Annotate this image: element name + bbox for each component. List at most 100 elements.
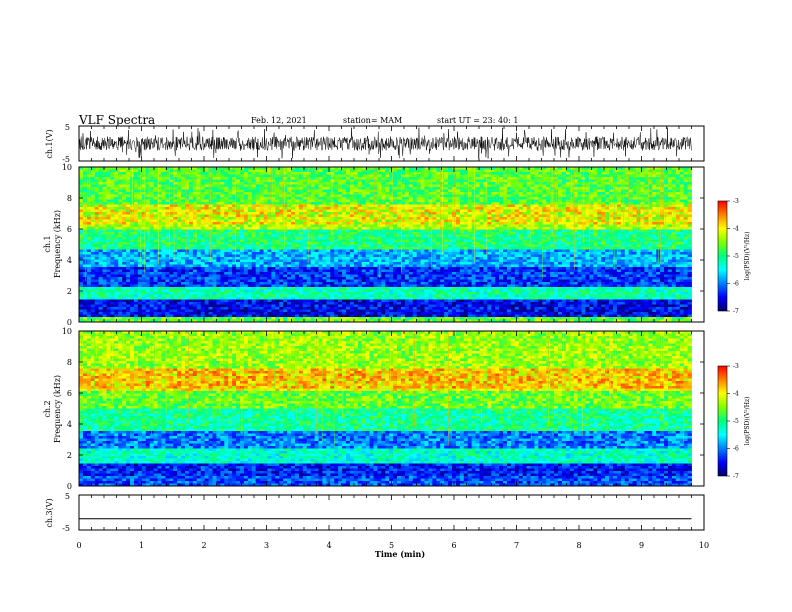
spectrogram-cell (358, 220, 362, 223)
spectrogram-cell (103, 242, 107, 245)
spectrogram-cell (83, 187, 87, 190)
spectrogram-cell (468, 225, 472, 228)
spectrogram-cell (405, 182, 409, 185)
spectrogram-cell (381, 210, 385, 213)
spectrogram-cell (523, 225, 527, 228)
spectrogram-cell (456, 225, 460, 228)
spectrogram-cell (291, 175, 295, 178)
spectrogram-cell (99, 217, 103, 220)
spectrogram-cell (232, 212, 236, 215)
spectrogram-cell (609, 187, 613, 190)
spectrogram-cell (605, 220, 609, 223)
spectrogram-cell (511, 170, 515, 173)
spectrogram-cell (629, 230, 633, 233)
spectrogram-cell (676, 195, 680, 198)
spectrogram-cell (428, 217, 432, 220)
spectrogram-cell (460, 235, 464, 238)
spectrogram-cell (444, 227, 448, 230)
spectrogram-cell (421, 197, 425, 200)
spectrogram-cell (468, 217, 472, 220)
spectrogram-cell (181, 195, 185, 198)
spectrogram-cell (366, 192, 370, 195)
spectrogram-cell (456, 200, 460, 203)
spectrogram-cell (287, 242, 291, 245)
spectrogram-cell (118, 205, 122, 208)
spectrogram-cell (114, 237, 118, 240)
spectrogram-cell (122, 245, 126, 248)
spectrogram-cell (236, 217, 240, 220)
spectrogram-cell (413, 237, 417, 240)
spectrogram-cell (373, 187, 377, 190)
spectrogram-cell (503, 235, 507, 238)
spectrogram-cell (315, 197, 319, 200)
spectrogram-cell (668, 215, 672, 218)
spectrogram-cell (637, 200, 641, 203)
spectrogram-cell (373, 180, 377, 183)
spectrogram-cell (165, 187, 169, 190)
spectrogram-cell (154, 207, 158, 210)
spectrogram-cell (476, 180, 480, 183)
spectrogram-cell (593, 220, 597, 223)
spectrogram-cell (224, 237, 228, 240)
spectrogram-cell (680, 235, 684, 238)
spectrogram-cell (444, 232, 448, 235)
spectrogram-cell (456, 220, 460, 223)
spectrogram-cell (122, 195, 126, 198)
spectrogram-cell (271, 180, 275, 183)
spectrogram-cell (99, 235, 103, 238)
spectrogram-cell (326, 192, 330, 195)
spectrogram-cell (358, 245, 362, 248)
spectrogram-cell (252, 217, 256, 220)
spectrogram-cell (232, 242, 236, 245)
spectrogram-cell (264, 170, 268, 173)
spectrogram-cell (287, 235, 291, 238)
spectrogram-cell (629, 210, 633, 213)
spectrogram-cell (95, 182, 99, 185)
spectrogram-cell (358, 187, 362, 190)
spectrogram-cell (271, 227, 275, 230)
spectrogram-cell (621, 190, 625, 193)
spectrogram-cell (307, 215, 311, 218)
spectrogram-cell (370, 200, 374, 203)
spectrogram-cell (425, 235, 429, 238)
spectrogram-cell (456, 177, 460, 180)
spectrogram-cell (267, 237, 271, 240)
spectrogram-cell (201, 245, 205, 248)
spectrogram-cell (138, 185, 142, 188)
spectrogram-cell (126, 227, 130, 230)
spectrogram-cell (425, 175, 429, 178)
spectrogram-cell (366, 235, 370, 238)
spectrogram-cell (476, 240, 480, 243)
spectrogram-cell (542, 182, 546, 185)
spectrogram-cell (511, 185, 515, 188)
spectrogram-cell (103, 227, 107, 230)
spectrogram-cell (134, 170, 138, 173)
spectrogram-cell (342, 175, 346, 178)
spectrogram-cell (366, 182, 370, 185)
spectrogram-cell (476, 182, 480, 185)
spectrogram-cell (114, 197, 118, 200)
spectrogram-cell (621, 187, 625, 190)
spectrogram-cell (570, 195, 574, 198)
spectrogram-cell (283, 235, 287, 238)
spectrogram-cell (640, 182, 644, 185)
spectrogram-cell (334, 192, 338, 195)
spectrogram-cell (256, 222, 260, 225)
spectrogram-cell (228, 245, 232, 248)
spectrogram-cell (597, 192, 601, 195)
spectrogram-cell (264, 215, 268, 218)
spectrogram-cell (452, 237, 456, 240)
spectrogram-cell (181, 192, 185, 195)
spectrogram-cell (106, 175, 110, 178)
spectrogram-cell (326, 182, 330, 185)
spectrogram-cell (165, 240, 169, 243)
spectrogram-cell (676, 232, 680, 235)
spectrogram-cell (130, 217, 134, 220)
spectrogram-cell (511, 240, 515, 243)
spectrogram-cell (87, 212, 91, 215)
spectrogram-cell (275, 210, 279, 213)
spectrogram-cell (640, 175, 644, 178)
spectrogram-cell (177, 192, 181, 195)
spectrogram-cell (122, 185, 126, 188)
spectrogram-cell (150, 175, 154, 178)
